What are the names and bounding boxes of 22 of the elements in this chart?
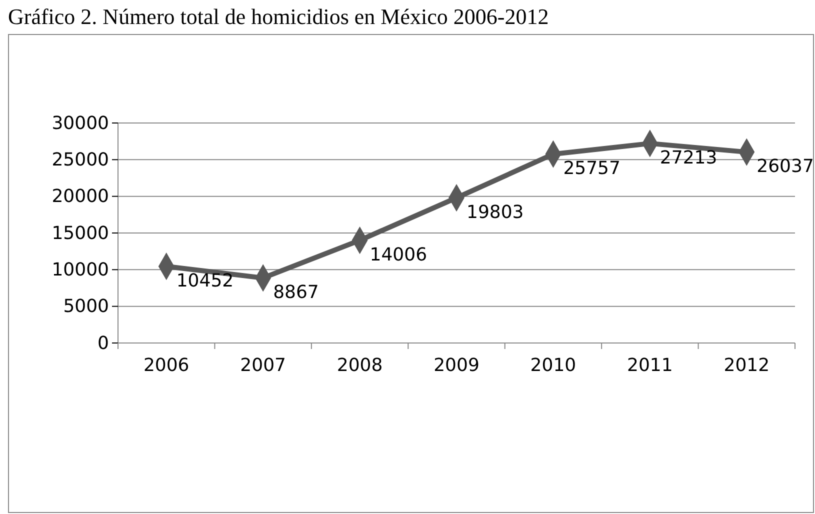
y-tick-label: 25000 [52, 149, 109, 170]
y-tick-label: 5000 [63, 296, 109, 318]
y-tick-label: 20000 [52, 186, 109, 208]
x-tick-label: 2006 [143, 355, 190, 376]
x-tick-label: 2010 [530, 355, 576, 376]
data-label: 8867 [273, 282, 319, 303]
y-tick-label: 15000 [52, 222, 109, 244]
x-tick-label: 2008 [336, 355, 383, 376]
data-label: 26037 [756, 156, 814, 178]
data-label: 27213 [660, 147, 718, 168]
data-label: 19803 [466, 202, 524, 223]
y-tick-label: 30000 [52, 112, 109, 134]
x-tick-label: 2009 [434, 355, 480, 376]
data-label: 25757 [563, 158, 620, 180]
data-label: 10452 [176, 270, 234, 292]
chart-title: Gráfico 2. Número total de homicidios en México 2006-2012 [8, 4, 549, 29]
y-tick-label: 0 [98, 332, 109, 354]
x-tick-label: 2011 [627, 355, 673, 376]
data-label: 14006 [370, 244, 428, 266]
x-tick-label: 2012 [724, 355, 770, 376]
x-tick-label: 2007 [240, 355, 286, 376]
y-tick-label: 10000 [52, 259, 109, 280]
